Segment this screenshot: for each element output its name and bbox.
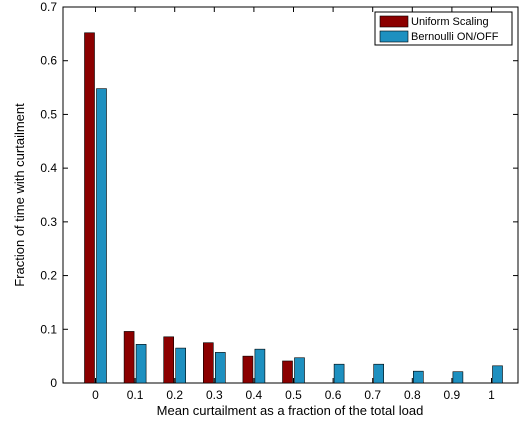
x-axis-label: Mean curtailment as a fraction of the to… [157,403,424,418]
bar-bernoulli-on-off-0.7 [373,363,385,384]
y-tick-label: 0.3 [40,215,57,229]
bar-bernoulli-on-off-0.5 [294,357,305,384]
bar-uniform-scaling-0.1 [123,331,135,384]
plot-area [62,6,519,384]
x-tick-label: 0.6 [325,388,342,402]
bar-bernoulli-on-off-0 [96,88,107,384]
bar-uniform-scaling-0.4 [242,355,254,384]
bar-uniform-scaling-0 [84,32,95,384]
y-tick-label: 0.1 [40,322,57,336]
legend-label-bernoulli-on-off: Bernoulli ON/OFF [411,31,499,43]
x-tick-label: 0 [92,388,99,402]
legend-swatch-bernoulli-on-off [379,30,409,43]
x-tick-label: 0.3 [206,388,223,402]
x-tick-label: 1 [488,388,495,402]
y-tick-label: 0.7 [40,0,57,14]
bar-bernoulli-on-off-0.6 [333,363,345,384]
x-tick-label: 0.9 [444,388,461,402]
bar-bernoulli-on-off-0.9 [452,371,464,384]
y-tick-label: 0.4 [40,161,57,175]
y-tick-label: 0.5 [40,107,57,121]
legend-swatch-uniform-scaling [379,15,409,28]
bar-bernoulli-on-off-0.3 [215,352,226,384]
x-tick-label: 0.1 [127,388,144,402]
bar-uniform-scaling-0.3 [203,342,214,384]
x-tick-label: 0.7 [364,388,381,402]
y-tick-labels: 0 0.1 0.2 0.3 0.4 0.5 0.6 0.7 [40,0,57,390]
x-tick-labels: 0 0.1 0.2 0.3 0.4 0.5 0.6 0.7 0.8 0.9 1 [92,388,495,402]
x-tick-label: 0.4 [246,388,263,402]
y-tick-label: 0.6 [40,54,57,68]
x-tick-label: 0.8 [404,388,421,402]
y-tick-marks [63,6,518,384]
bar-bernoulli-on-off-0.4 [254,348,266,384]
bar-uniform-scaling-0.2 [163,336,174,384]
x-tick-label: 0.5 [285,388,302,402]
bar-bernoulli-on-off-0.8 [412,370,424,384]
y-axis-label: Fraction of time with curtailment [12,103,27,287]
bar-uniform-scaling-0.5 [282,360,293,384]
bar-bernoulli-on-off-1 [492,365,503,384]
bar-bernoulli-on-off-0.2 [175,347,186,384]
x-tick-label: 0.2 [166,388,183,402]
bar-bernoulli-on-off-0.1 [135,344,147,384]
legend-label-uniform-scaling: Uniform Scaling [411,16,489,28]
x-tick-marks [95,7,492,383]
y-tick-label: 0.2 [40,269,57,283]
legend: Uniform Scaling Bernoulli ON/OFF [374,11,513,46]
bars [84,32,503,384]
y-tick-label: 0 [50,376,57,390]
